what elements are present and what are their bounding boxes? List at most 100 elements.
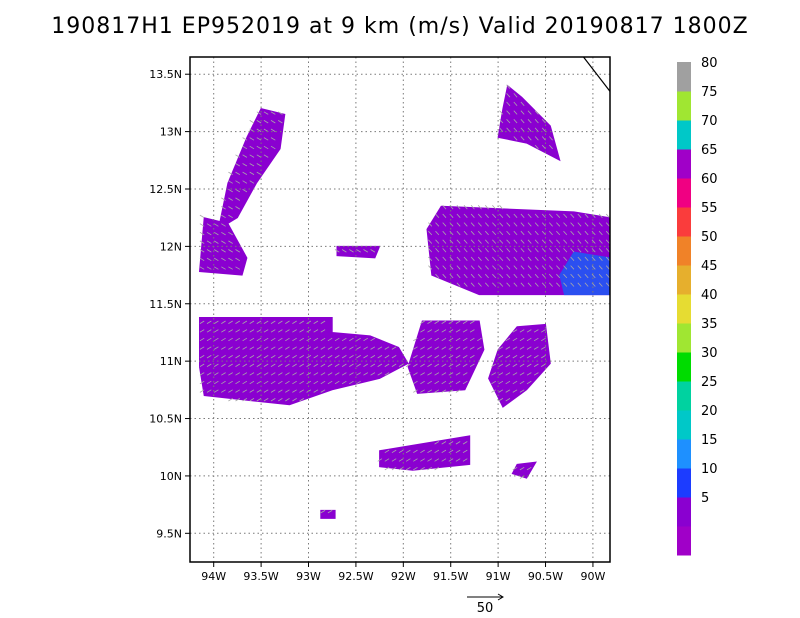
wind-vector [549, 265, 553, 270]
wind-vector [270, 128, 276, 132]
wind-vector [256, 137, 262, 141]
y-tick-label: 10N [160, 470, 182, 483]
wind-vector [334, 363, 340, 367]
wind-vector [242, 329, 248, 333]
wind-vector [455, 346, 461, 350]
wind-vector [249, 171, 255, 175]
colorbar-swatch [677, 207, 691, 237]
wind-vector [285, 363, 290, 367]
wind-vector [256, 372, 262, 376]
wind-vector [549, 239, 553, 244]
wind-vector [384, 458, 390, 462]
wind-vector [513, 101, 518, 107]
wind-vector [534, 136, 539, 141]
wind-vector [427, 466, 433, 471]
wind-vector [512, 337, 518, 342]
wind-vector [584, 273, 589, 279]
wind-vector [541, 239, 546, 244]
wind-vector [448, 458, 454, 462]
wind-vector [526, 355, 532, 359]
wind-vector [512, 355, 518, 359]
wind-vector [384, 355, 390, 359]
wind-vector [434, 449, 440, 454]
wind-vector [420, 320, 425, 324]
wind-vector [470, 239, 475, 244]
colorbar-label: 5 [701, 491, 709, 506]
wind-vector [506, 110, 511, 115]
wind-vector [498, 355, 504, 359]
wind-vector [513, 239, 518, 244]
wind-vector [591, 222, 596, 227]
wind-vector [442, 265, 447, 270]
wind-vector [334, 372, 340, 376]
wind-vector [306, 329, 312, 333]
wind-vector [598, 239, 603, 244]
wind-vector [434, 380, 440, 385]
wind-vector [363, 363, 369, 367]
wind-vector [405, 449, 411, 454]
wind-vector [405, 466, 411, 471]
wind-vector [313, 380, 319, 385]
wind-vector [370, 346, 376, 350]
wind-vector [256, 337, 262, 342]
wind-vector [221, 197, 226, 201]
wind-vector [221, 320, 226, 324]
wind-vector [235, 380, 241, 385]
wind-vector [477, 213, 482, 218]
wind-vector [299, 355, 305, 359]
wind-vector [292, 363, 297, 367]
wind-vector [242, 355, 248, 359]
colorbar-label: 75 [701, 85, 718, 100]
wind-vector [519, 337, 525, 342]
wind-vector [598, 273, 603, 279]
wind-vector [598, 213, 603, 218]
wind-vector [263, 145, 269, 150]
wind-vector [534, 239, 539, 244]
wind-vector [549, 144, 553, 150]
wind-vector [456, 213, 461, 218]
wind-vector [563, 230, 568, 236]
colorbar-label: 30 [701, 346, 718, 361]
colorbar-label: 15 [701, 433, 718, 448]
wind-vector [235, 329, 241, 333]
wind-region [511, 461, 537, 479]
wind-vector [427, 372, 433, 376]
wind-vector [456, 230, 461, 236]
wind-vector [370, 355, 376, 359]
wind-vector [491, 372, 497, 376]
wind-vector [349, 337, 354, 342]
wind-vector [313, 337, 319, 342]
x-tick-label: 92W [391, 570, 416, 583]
wind-vector [270, 120, 276, 124]
wind-vector [577, 213, 582, 218]
wind-vector [534, 213, 539, 218]
wind-vector [213, 380, 219, 385]
wind-vector [442, 230, 447, 236]
wind-vector [584, 282, 589, 287]
wind-region [198, 217, 248, 276]
wind-vector [584, 239, 589, 244]
wind-vector [320, 320, 326, 324]
wind-vector [485, 282, 489, 287]
wind-vector [363, 337, 369, 342]
wind-vector [505, 372, 511, 376]
wind-vector [462, 449, 468, 454]
wind-vector [577, 282, 582, 287]
wind-vector [598, 282, 603, 287]
wind-vector [456, 222, 461, 227]
wind-vector [527, 222, 532, 227]
wind-vector [263, 111, 269, 115]
wind-vector [299, 372, 305, 376]
wind-vector [213, 320, 219, 324]
wind-vector [228, 231, 233, 236]
y-axis-ticks: 9.5N 10N 10.5N 11N 11.5N 12N 12.5N 13N 13.5N [149, 68, 190, 540]
wind-vector [356, 363, 361, 367]
wind-vector [427, 458, 433, 462]
wind-vector [498, 389, 504, 393]
wind-vector [256, 389, 262, 393]
wind-vector [370, 249, 376, 253]
wind-vector [534, 230, 539, 236]
wind-vector [541, 136, 546, 141]
wind-vector [256, 320, 262, 324]
wind-vector [492, 230, 497, 236]
